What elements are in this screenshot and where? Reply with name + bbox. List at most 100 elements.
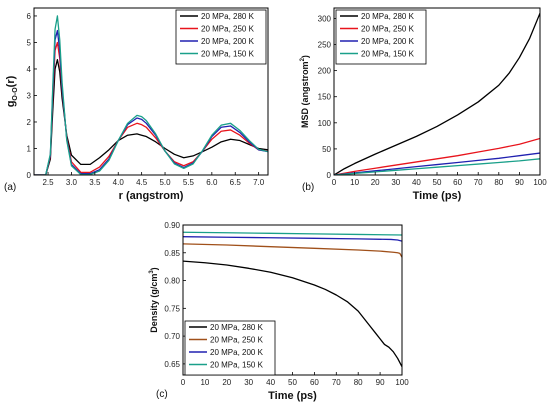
- x-tick-label: 10: [200, 378, 209, 387]
- y-tick-label: 0.70: [164, 332, 180, 341]
- legend-entry-2: 20 MPa, 250 K: [210, 336, 264, 345]
- x-tick-label: 60: [310, 378, 319, 387]
- y-tick-label: 200: [318, 67, 332, 76]
- x-tick-label: 40: [412, 178, 421, 187]
- y-tick-label: 300: [318, 14, 332, 23]
- x-axis-label: Time (ps): [268, 390, 317, 402]
- panel-label: (b): [302, 182, 314, 193]
- legend-entry-2: 20 MPa, 250 K: [361, 25, 415, 34]
- x-tick-label: 90: [376, 378, 385, 387]
- y-tick-label: 3: [27, 91, 32, 100]
- x-tick-label: 4.5: [136, 178, 148, 187]
- y-axis-label-tail: ): [149, 267, 159, 270]
- x-tick-label: 3.0: [66, 178, 78, 187]
- y-axis-label-tail: (r): [5, 75, 17, 87]
- legend-entry-3: 20 MPa, 200 K: [201, 37, 255, 46]
- x-tick-label: 80: [354, 378, 363, 387]
- series-line-4: [34, 15, 268, 175]
- x-tick-label: 50: [288, 378, 297, 387]
- y-tick-label: 2: [27, 118, 32, 127]
- x-axis-label: Time (ps): [413, 190, 462, 202]
- legend-entry-4: 20 MPa, 150 K: [210, 361, 264, 370]
- y-tick-label: 6: [27, 12, 32, 21]
- y-tick-label: 1: [27, 144, 32, 153]
- y-axis-label-main: g: [5, 101, 17, 108]
- x-tick-label: 20: [371, 178, 380, 187]
- y-tick-label: 0.85: [164, 249, 180, 258]
- x-tick-label: 40: [266, 378, 275, 387]
- legend-box: [335, 9, 427, 65]
- y-axis-label-main: Density (g/cm: [149, 274, 159, 333]
- x-tick-label: 4.0: [113, 178, 125, 187]
- y-tick-label: 4: [27, 65, 32, 74]
- y-axis-label-sup: 3: [149, 270, 155, 274]
- legend-box: [184, 320, 276, 376]
- y-tick-label: 0.90: [164, 221, 180, 230]
- series-line-1: [34, 59, 268, 175]
- legend-entry-4: 20 MPa, 150 K: [201, 50, 255, 59]
- series-line-4: [183, 231, 402, 236]
- y-axis-label: gO-O(r): [5, 75, 19, 107]
- y-tick-label: 100: [318, 119, 332, 128]
- legend-entry-1: 20 MPa, 280 K: [201, 12, 255, 21]
- y-axis-label-sup: 2: [300, 57, 306, 61]
- x-tick-label: 100: [533, 178, 547, 187]
- series-line-2: [34, 41, 268, 175]
- x-tick-label: 30: [244, 378, 253, 387]
- y-tick-label: 250: [318, 41, 332, 50]
- legend-entry-2: 20 MPa, 250 K: [201, 25, 255, 34]
- x-tick-label: 70: [332, 378, 341, 387]
- x-tick-label: 0: [332, 178, 337, 187]
- series-line-3: [34, 29, 268, 175]
- series-line-2: [334, 137, 540, 175]
- y-tick-label: 50: [322, 145, 331, 154]
- y-axis-label: Density (g/cm3): [149, 267, 159, 332]
- x-axis-label: r (angstrom): [119, 190, 184, 202]
- x-tick-label: 3.5: [89, 178, 101, 187]
- x-tick-label: 50: [433, 178, 442, 187]
- legend-entry-3: 20 MPa, 200 K: [361, 37, 415, 46]
- legend-entry-1: 20 MPa, 280 K: [210, 323, 264, 332]
- y-tick-label: 150: [318, 93, 332, 102]
- y-axis-label-main: MSD (angstrom: [300, 61, 310, 128]
- series-group: [183, 231, 402, 367]
- y-tick-label: 0: [327, 171, 332, 180]
- y-tick-label: 0: [27, 171, 32, 180]
- y-axis-label: MSD (angstrom2): [300, 55, 310, 128]
- x-tick-label: 5.0: [159, 178, 171, 187]
- plot-frame: [33, 7, 269, 176]
- y-tick-label: 0.65: [164, 360, 180, 369]
- series-line-2: [183, 243, 402, 258]
- legend-box: [175, 9, 267, 65]
- legend-entry-1: 20 MPa, 280 K: [361, 12, 415, 21]
- series-line-1: [334, 12, 540, 175]
- y-axis-label-tail: ): [300, 55, 310, 58]
- legend-entry-4: 20 MPa, 150 K: [361, 50, 415, 59]
- x-tick-label: 100: [395, 378, 409, 387]
- x-tick-label: 70: [474, 178, 483, 187]
- series-line-4: [334, 158, 540, 175]
- x-tick-label: 80: [494, 178, 503, 187]
- y-tick-label: 0.80: [164, 277, 180, 286]
- x-tick-label: 30: [391, 178, 400, 187]
- x-tick-label: 6.0: [206, 178, 218, 187]
- series-group: [334, 12, 540, 175]
- chart-panel-3: 0 10 20 30 40 50 60 70 80 90 100 0.65 0.70 0.75 0.80 0.…: [149, 221, 409, 402]
- y-tick-label: 0.75: [164, 304, 180, 313]
- series-group: [34, 15, 268, 175]
- x-tick-label: 60: [453, 178, 462, 187]
- panel-label: (a): [4, 182, 16, 193]
- series-line-1: [183, 260, 402, 367]
- x-tick-label: 0: [181, 378, 186, 387]
- x-tick-label: 20: [222, 378, 231, 387]
- series-line-3: [334, 152, 540, 175]
- chart-panel-2: 0 10 20 30 40 50 60 70 80 90 100 0 50 100 150 200 250 300…: [300, 7, 547, 202]
- series-line-3: [183, 236, 402, 242]
- chart-panel-1: 2.5 3.0 3.5 4.0 4.5 5.0 5.5 6.0 6.5 7.0 0 1 2 3 4 5 6 r (…: [4, 7, 269, 202]
- x-tick-label: 5.5: [183, 178, 195, 187]
- legend-entry-3: 20 MPa, 200 K: [210, 348, 264, 357]
- y-axis-label-sub: O-O: [12, 87, 19, 101]
- panel-label: (c): [156, 389, 168, 400]
- x-tick-label: 6.5: [230, 178, 242, 187]
